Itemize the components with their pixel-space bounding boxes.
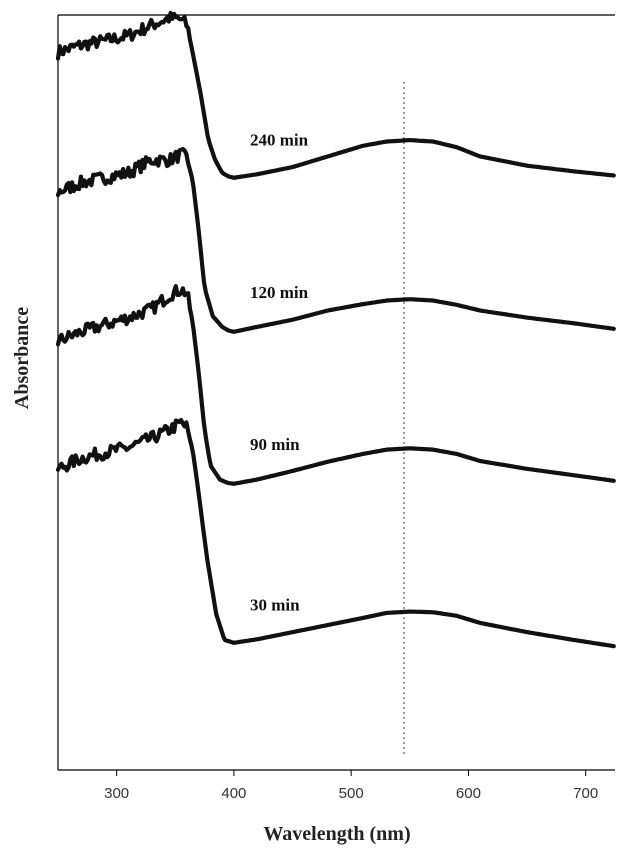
series-label-90-min: 90 min	[250, 435, 300, 454]
series-label-240-min: 240 min	[250, 130, 309, 149]
x-tick-label-600: 600	[456, 785, 481, 802]
series-label-layer: 240 min 120 min 90 min 30 min	[250, 130, 309, 614]
x-tick-label-500: 500	[339, 785, 364, 802]
x-axis-title: Wavelength (nm)	[263, 823, 410, 845]
series-label-120-min: 120 min	[250, 283, 309, 302]
y-axis-title: Absorbance	[11, 307, 33, 409]
plot-frame	[57, 14, 615, 771]
series-layer	[55, 10, 616, 649]
series-label-30-min: 30 min	[250, 596, 300, 615]
x-tick-label-400: 400	[221, 785, 246, 802]
series-line-30-min	[55, 417, 616, 649]
x-tick-layer: 300 400 500 600 700	[104, 770, 598, 802]
series-line-120-min	[55, 147, 616, 334]
series-line-90-min	[55, 284, 616, 486]
x-tick-label-700: 700	[573, 785, 598, 802]
x-tick-label-300: 300	[104, 785, 129, 802]
series-line-240-min	[55, 10, 616, 180]
